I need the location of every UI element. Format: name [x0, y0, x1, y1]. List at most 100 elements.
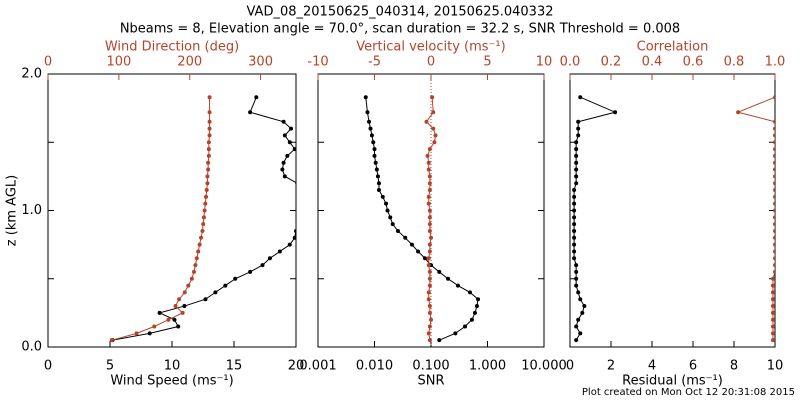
- profile-point: [613, 110, 618, 115]
- profile-point: [770, 331, 775, 336]
- profile-point: [572, 228, 577, 233]
- profile-point: [773, 269, 775, 274]
- profile-point: [277, 249, 282, 254]
- profile-point: [426, 331, 431, 336]
- footnote: Plot created on Mon Oct 12 20:31:08 2015: [582, 387, 795, 398]
- y-tick-label: 0.0: [21, 340, 42, 355]
- x-tick-label: 5: [106, 359, 114, 374]
- profile-point: [280, 167, 285, 172]
- profile-point: [427, 208, 432, 213]
- profile-point: [574, 181, 579, 186]
- x-tick-label: 0: [44, 359, 52, 374]
- plot-area: [109, 95, 305, 343]
- profile-point: [574, 147, 579, 152]
- profile-point: [770, 297, 775, 302]
- profile-point: [287, 242, 292, 247]
- profile-point: [430, 95, 435, 100]
- profile-point: [182, 290, 187, 295]
- profile-point: [172, 317, 177, 322]
- profile-line: [573, 96, 617, 341]
- profile-point: [374, 167, 379, 172]
- profile-point: [770, 324, 775, 329]
- profile-point: [424, 119, 429, 124]
- profile-point: [770, 276, 775, 281]
- profile-point: [166, 317, 171, 322]
- x2-axis-title: Wind Direction (deg): [105, 40, 239, 55]
- profile-point: [204, 194, 209, 199]
- profile-point: [431, 126, 436, 131]
- x-axis-title: Wind Speed (ms⁻¹): [110, 374, 233, 389]
- x2-axis-title: Vertical velocity (ms⁻¹): [356, 40, 505, 55]
- profile-point: [367, 119, 372, 124]
- profile-point: [582, 304, 587, 309]
- y-tick-label: 2.0: [21, 67, 42, 82]
- x-tick-label: 0.100: [412, 359, 449, 374]
- profile-point: [395, 228, 400, 233]
- profile-point: [301, 222, 305, 226]
- profile-point: [576, 133, 581, 138]
- profile-point: [289, 126, 294, 131]
- profile-point: [773, 147, 775, 152]
- profile-point: [372, 147, 377, 152]
- profile-point: [773, 140, 775, 145]
- x2-tick-label: 1.0: [765, 55, 786, 70]
- x-tick-label: 0.010: [356, 359, 393, 374]
- profile-point: [427, 174, 432, 179]
- profile-point: [427, 215, 432, 220]
- x2-tick-label: 0.8: [724, 55, 745, 70]
- x-tick-label: 0.001: [299, 359, 336, 374]
- profile-point: [773, 201, 775, 206]
- y-tick-label: 1.0: [21, 203, 42, 218]
- x-tick-label: 10: [164, 359, 181, 374]
- x2-tick-label: -5: [368, 55, 381, 70]
- profile-point: [281, 160, 286, 165]
- profile-point: [572, 222, 577, 227]
- profile-line: [365, 97, 479, 341]
- profile-point: [770, 338, 775, 343]
- x-tick-label: 2: [607, 359, 615, 374]
- profile-point: [196, 249, 201, 254]
- profile-point: [173, 304, 178, 309]
- profile-point: [109, 338, 114, 343]
- profile-point: [576, 126, 581, 131]
- profile-point: [254, 95, 259, 100]
- profile-point: [770, 283, 775, 288]
- profile-point: [426, 167, 431, 172]
- x-tick-label: 1.000: [469, 359, 506, 374]
- profile-point: [429, 235, 433, 240]
- x2-tick-label: 5: [483, 55, 491, 70]
- profile-point: [201, 215, 206, 220]
- profile-point: [223, 283, 228, 288]
- x2-tick-label: 10: [536, 55, 553, 70]
- profile-point: [427, 181, 432, 186]
- profile-point: [437, 338, 442, 343]
- profile-point: [182, 304, 187, 309]
- x2-tick-label: 0.0: [560, 55, 581, 70]
- profile-point: [201, 222, 206, 227]
- profile-point: [206, 167, 211, 172]
- profile-point: [576, 290, 581, 295]
- profile-point: [281, 119, 286, 124]
- profile-point: [300, 188, 304, 192]
- profile-point: [180, 310, 185, 315]
- profile-point: [213, 290, 218, 295]
- profile-point: [432, 140, 437, 145]
- plot-area: [363, 95, 481, 343]
- profile-point: [773, 95, 775, 100]
- profile-point: [574, 324, 579, 329]
- profile-point: [574, 283, 579, 288]
- profile-point: [426, 256, 431, 261]
- profile-point: [157, 310, 162, 315]
- profile-point: [206, 147, 211, 152]
- profile-point: [463, 324, 468, 329]
- y-axis-title: z (km AGL): [5, 175, 20, 246]
- profile-point: [572, 235, 577, 240]
- x-axis-title: Residual (ms⁻¹): [622, 374, 723, 389]
- profile-point: [433, 133, 438, 138]
- profile-point: [574, 263, 579, 268]
- profile-point: [282, 133, 287, 138]
- profile-point: [206, 140, 211, 145]
- profile-point: [200, 228, 205, 233]
- profile-line: [111, 97, 211, 341]
